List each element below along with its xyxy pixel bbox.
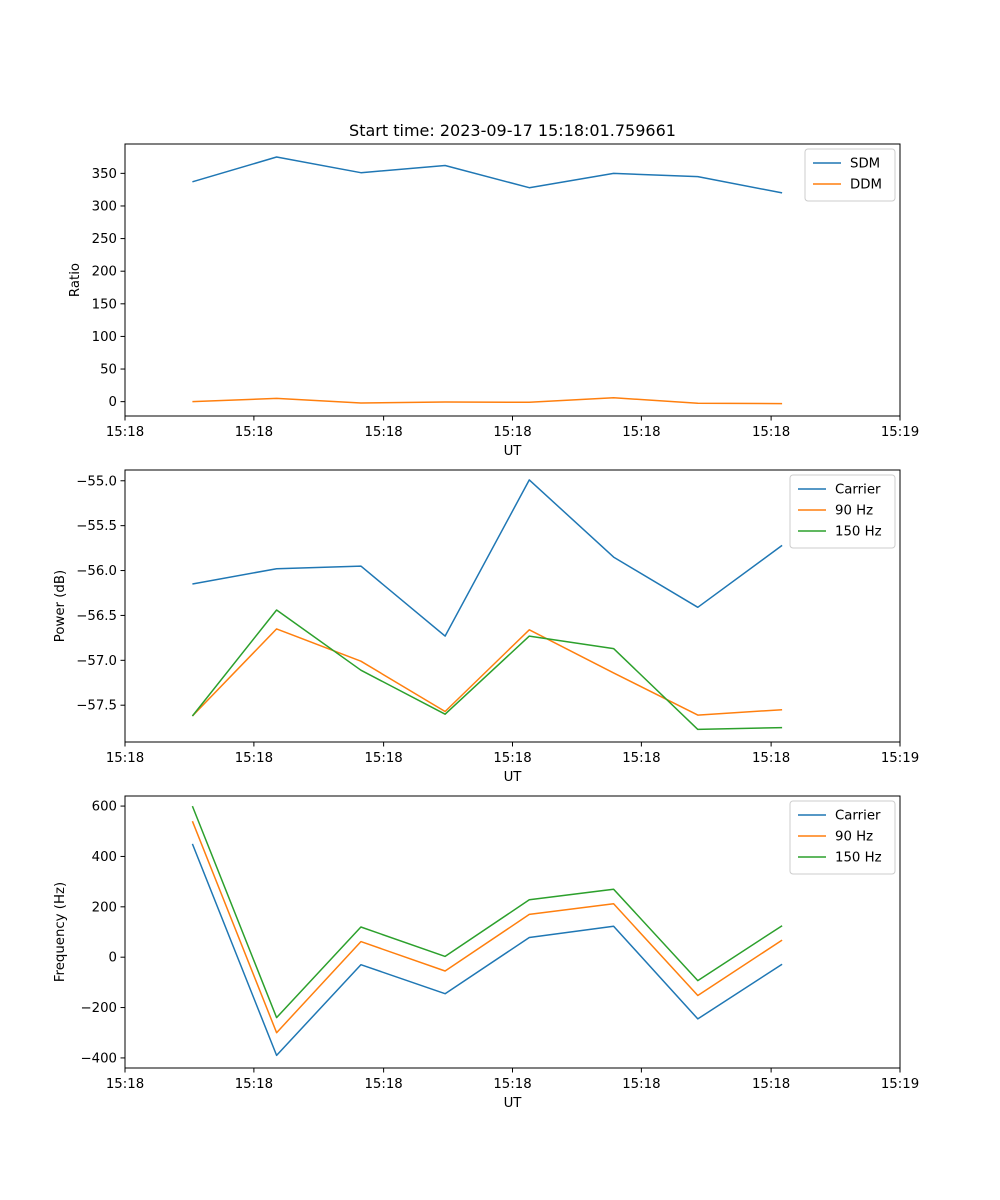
x-tick-label: 15:18 <box>493 1077 531 1092</box>
legend-label: Carrier <box>835 483 881 498</box>
y-tick-label: −55.0 <box>76 474 117 489</box>
x-tick-label: 15:18 <box>235 751 273 766</box>
plot-frame <box>124 795 901 1069</box>
y-tick-label: −56.5 <box>76 609 117 624</box>
y-tick-label: −400 <box>80 1051 117 1066</box>
legend-box <box>789 474 896 549</box>
legend-label: 90 Hz <box>835 504 873 519</box>
x-tick-label: 15:18 <box>752 425 790 440</box>
x-tick-label: 15:18 <box>752 1077 790 1092</box>
y-tick-label: 0 <box>109 951 117 966</box>
x-tick-label: 15:19 <box>881 751 919 766</box>
subplots: 0 50 100 150 200 250 300 350 15:18 15:18 15:18 15:1… <box>53 143 919 1111</box>
legend-label: DDM <box>850 178 882 193</box>
series-line-150-hz <box>191 805 783 1019</box>
x-tick-label: 15:18 <box>622 425 660 440</box>
series-line-carrier <box>191 843 783 1057</box>
y-tick-label: 200 <box>92 265 117 280</box>
x-tick-label: 15:18 <box>106 425 144 440</box>
series-line-sdm <box>192 156 783 194</box>
x-tick-label: 15:18 <box>622 751 660 766</box>
x-axis-label: UT <box>504 770 523 785</box>
series-line-ddm <box>192 396 783 405</box>
figure-title: Start time: 2023-09-17 15:18:01.759661 <box>349 121 676 140</box>
x-tick-label: 15:18 <box>106 751 144 766</box>
y-tick-label: −55.5 <box>76 519 117 534</box>
y-tick-label: 50 <box>100 363 117 378</box>
x-tick-label: 15:18 <box>235 1077 273 1092</box>
legend-label: Carrier <box>835 809 881 824</box>
y-tick-label: 250 <box>92 232 117 247</box>
y-tick-label: 200 <box>92 900 117 915</box>
chart-2: −55.0 −55.5 −56.0 −56.5 −57.0 −57.5 15:18 15:18… <box>53 469 919 785</box>
chart-1: 0 50 100 150 200 250 300 350 15:18 15:18 15:18 15:1… <box>68 143 919 459</box>
legend-label: 150 Hz <box>835 525 882 540</box>
plot-frame <box>124 143 901 417</box>
legend-box <box>789 800 896 875</box>
y-tick-label: 150 <box>92 297 117 312</box>
x-axis-label: UT <box>504 444 523 459</box>
x-tick-label: 15:18 <box>364 1077 402 1092</box>
y-tick-label: 350 <box>92 167 117 182</box>
y-tick-label: −56.0 <box>76 564 117 579</box>
x-tick-label: 15:18 <box>364 751 402 766</box>
x-tick-label: 15:18 <box>106 1077 144 1092</box>
y-tick-label: 0 <box>109 395 117 410</box>
series-line-90-hz <box>191 820 783 1034</box>
y-tick-label: −200 <box>80 1001 117 1016</box>
y-tick-label: 400 <box>92 850 117 865</box>
y-tick-label: 300 <box>92 199 117 214</box>
series-line-90-hz <box>191 628 783 717</box>
y-tick-label: −57.5 <box>76 699 117 714</box>
x-tick-label: 15:19 <box>881 1077 919 1092</box>
legend-box <box>804 148 896 202</box>
x-tick-label: 15:18 <box>235 425 273 440</box>
series-line-carrier <box>192 479 783 637</box>
x-tick-label: 15:18 <box>622 1077 660 1092</box>
legend-label: 150 Hz <box>835 851 882 866</box>
y-axis-label: Frequency (Hz) <box>53 882 68 982</box>
series-line-150-hz <box>191 609 783 731</box>
y-tick-label: −57.0 <box>76 654 117 669</box>
x-tick-label: 15:18 <box>364 425 402 440</box>
plot-frame <box>124 469 901 743</box>
x-tick-label: 15:19 <box>881 425 919 440</box>
chart-3: 600 400 200 0 −200 −400 15:18 15:18 15:18 15:18 15… <box>53 795 919 1111</box>
x-axis-label: UT <box>504 1096 523 1111</box>
y-axis-label: Power (dB) <box>53 570 68 642</box>
y-tick-label: 600 <box>92 800 117 815</box>
y-tick-label: 100 <box>92 330 117 345</box>
x-tick-label: 15:18 <box>752 751 790 766</box>
x-tick-label: 15:18 <box>493 751 531 766</box>
legend-label: SDM <box>850 157 880 172</box>
legend-label: 90 Hz <box>835 830 873 845</box>
y-axis-label: Ratio <box>68 263 83 297</box>
x-tick-label: 15:18 <box>493 425 531 440</box>
